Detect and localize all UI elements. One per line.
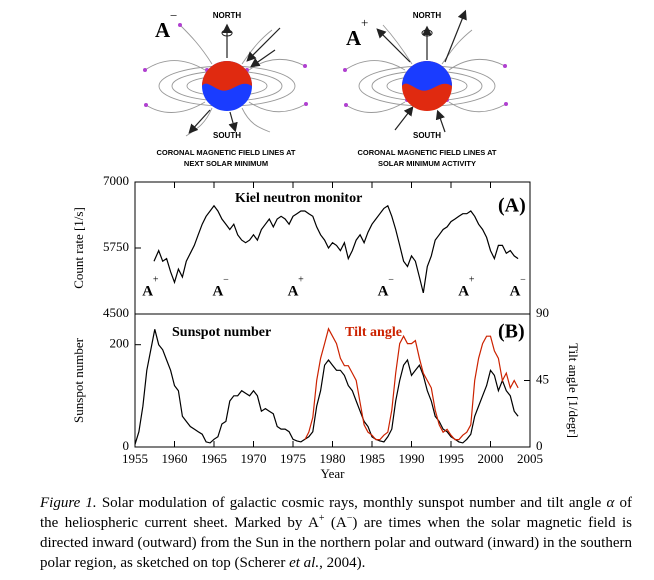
polarity-mark: A <box>510 283 521 299</box>
series-label: Tilt angle <box>345 325 402 340</box>
caption-text: (A <box>324 515 347 531</box>
polarity-mark: A <box>458 283 469 299</box>
data-line <box>134 329 519 445</box>
caption-text: Solar modulation of galactic cosmic rays… <box>96 495 607 511</box>
polarity-sign: + <box>469 274 475 285</box>
x-tick-label: 1965 <box>201 451 227 466</box>
y2-tick-label: 45 <box>536 371 549 386</box>
y2-tick-label: 90 <box>536 305 549 320</box>
data-line <box>153 204 519 294</box>
polarity-sign: + <box>361 15 368 30</box>
caption-text: + <box>318 513 325 524</box>
annotation: Kiel neutron monitor <box>235 191 362 206</box>
sun-diagram <box>143 23 308 137</box>
caption-text: ) are times when the solar magnetic fiel… <box>40 515 632 571</box>
x-tick-label: 1985 <box>359 451 385 466</box>
x-tick-label: 1960 <box>162 451 188 466</box>
caption-label: Figure 1. <box>40 495 97 511</box>
panel-label: (B) <box>498 321 525 343</box>
y-tick-label: 200 <box>110 336 130 351</box>
x-tick-label: 2005 <box>517 451 543 466</box>
x-tick-label: 1955 <box>122 451 148 466</box>
y-axis-title: Sunspot number <box>71 337 86 423</box>
south-label: SOUTH <box>213 131 241 140</box>
polarity-sign: − <box>388 274 394 285</box>
polarity: A <box>155 18 171 42</box>
diagram-caption: NEXT SOLAR MINIMUM <box>184 159 268 168</box>
caption-text: , 2004). <box>319 555 366 571</box>
diagram-caption: CORONAL MAGNETIC FIELD LINES AT <box>357 148 496 157</box>
polarity-sign: + <box>153 274 159 285</box>
y-tick-label: 5750 <box>103 239 129 254</box>
y-tick-label: 7000 <box>103 173 129 188</box>
y-axis-title: Count rate [1/s] <box>71 207 86 289</box>
caption-text: α <box>606 495 615 511</box>
polarity-sign: − <box>223 274 229 285</box>
figure-caption: Figure 1. Solar modulation of galactic c… <box>40 493 632 573</box>
polarity-sign: − <box>170 8 177 23</box>
x-tick-label: 1980 <box>320 451 346 466</box>
south-label: SOUTH <box>413 131 441 140</box>
polarity-sign: + <box>298 274 304 285</box>
x-tick-label: 1970 <box>241 451 267 466</box>
data-line <box>304 327 519 441</box>
y-tick-label: 4500 <box>103 305 129 320</box>
y2-tick-label: 0 <box>536 438 543 453</box>
x-tick-label: 1975 <box>280 451 306 466</box>
sun-diagram <box>343 9 508 133</box>
polarity-sign: − <box>520 274 526 285</box>
caption-text: et al. <box>289 555 320 571</box>
north-label: NORTH <box>213 11 242 20</box>
north-label: NORTH <box>413 11 442 20</box>
caption-text: of the heliospheric current sheet. Marke… <box>40 495 632 531</box>
panel-label: (A) <box>498 195 526 217</box>
diagram-caption: SOLAR MINIMUM ACTIVITY <box>378 159 476 168</box>
diagram-caption: CORONAL MAGNETIC FIELD LINES AT <box>156 148 295 157</box>
x-tick-label: 1995 <box>438 451 464 466</box>
x-tick-label: 1990 <box>399 451 425 466</box>
caption-text: − <box>346 513 353 524</box>
polarity-mark: A <box>142 283 153 299</box>
x-tick-label: 2000 <box>478 451 504 466</box>
x-axis-title: Year <box>321 466 346 481</box>
y-tick-label: 0 <box>123 438 130 453</box>
polarity: A <box>346 26 362 50</box>
polarity-mark: A <box>213 283 224 299</box>
polarity-mark: A <box>378 283 389 299</box>
plot-frame <box>134 313 531 448</box>
series-label: Sunspot number <box>172 325 271 340</box>
y2-axis-title: Tilt angle [1/degr] <box>566 343 581 438</box>
polarity-mark: A <box>288 283 299 299</box>
figure: A − NORTH SOUTH CORONAL MAGNETIC FIELD L… <box>71 8 581 481</box>
